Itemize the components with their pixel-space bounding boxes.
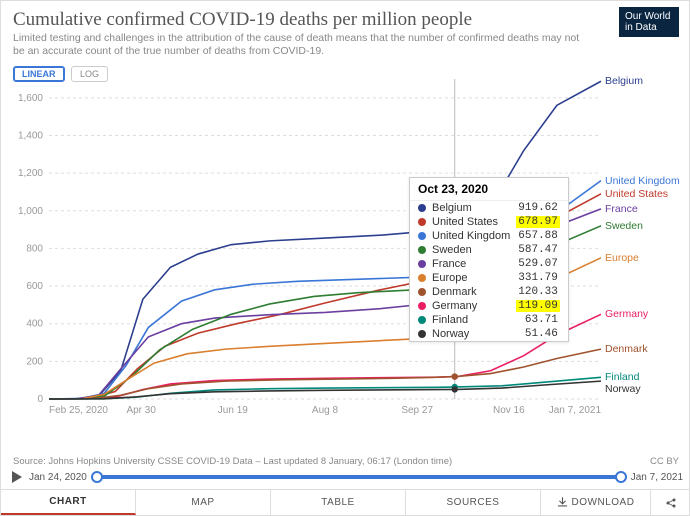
- svg-text:1,200: 1,200: [18, 168, 43, 179]
- svg-text:1,600: 1,600: [18, 93, 43, 104]
- svg-text:400: 400: [26, 319, 43, 330]
- share-icon: [665, 497, 677, 509]
- tooltip-label: United States: [432, 216, 510, 228]
- svg-text:Apr 30: Apr 30: [126, 405, 156, 416]
- tab-download[interactable]: DOWNLOAD: [541, 490, 651, 515]
- tooltip-value: 63.71: [523, 314, 560, 326]
- download-icon: [557, 497, 568, 508]
- time-slider[interactable]: Jan 24, 2020 Jan 7, 2021: [9, 467, 683, 487]
- series-label[interactable]: France: [605, 203, 638, 215]
- tooltip-label: Norway: [432, 328, 517, 340]
- tooltip-value: 331.79: [516, 272, 560, 284]
- owid-logo-line1: Our World: [625, 11, 670, 22]
- tab-share[interactable]: [651, 490, 690, 515]
- tooltip-dot: [418, 302, 426, 310]
- tooltip-dot: [418, 330, 426, 338]
- series-label[interactable]: Denmark: [605, 343, 648, 355]
- tooltip-label: Denmark: [432, 286, 510, 298]
- svg-text:0: 0: [37, 394, 43, 405]
- tooltip-value: 120.33: [516, 286, 560, 298]
- svg-text:Jan 7, 2021: Jan 7, 2021: [549, 405, 602, 416]
- series-label[interactable]: United Kingdom: [605, 175, 680, 187]
- slider-thumb-end[interactable]: [615, 471, 627, 483]
- play-icon[interactable]: [9, 469, 25, 485]
- owid-logo[interactable]: Our World in Data: [619, 7, 679, 37]
- tooltip-dot: [418, 288, 426, 296]
- tooltip-label: France: [432, 258, 510, 270]
- tooltip-row: United States 678.97: [410, 215, 568, 229]
- tooltip-label: Sweden: [432, 244, 510, 256]
- series-label[interactable]: Belgium: [605, 75, 643, 87]
- tooltip-value: 587.47: [516, 244, 560, 256]
- tooltip-row: Belgium 919.62: [410, 201, 568, 215]
- tooltip-row: France 529.07: [410, 257, 568, 271]
- tooltip-value: 919.62: [516, 202, 560, 214]
- tooltip-dot: [418, 246, 426, 254]
- page-title: Cumulative confirmed COVID-19 deaths per…: [13, 9, 677, 31]
- tab-sources[interactable]: SOURCES: [406, 490, 541, 515]
- slider-start-label: Jan 24, 2020: [29, 472, 87, 483]
- tooltip-value: 657.88: [516, 230, 560, 242]
- owid-logo-line2: in Data: [625, 22, 657, 33]
- tooltip-dot: [418, 274, 426, 282]
- tooltip-value: 529.07: [516, 258, 560, 270]
- source-attribution: Source: Johns Hopkins University CSSE CO…: [13, 456, 679, 467]
- slider-end-label: Jan 7, 2021: [631, 472, 683, 483]
- svg-text:Nov 16: Nov 16: [493, 405, 525, 416]
- series-label[interactable]: Europe: [605, 252, 639, 264]
- tab-table[interactable]: TABLE: [271, 490, 406, 515]
- tab-chart[interactable]: CHART: [1, 490, 136, 515]
- svg-text:1,400: 1,400: [18, 130, 43, 141]
- svg-text:1,000: 1,000: [18, 206, 43, 217]
- page-subtitle: Limited testing and challenges in the at…: [13, 32, 583, 58]
- svg-text:Sep 27: Sep 27: [401, 405, 433, 416]
- tooltip-row: Denmark 120.33: [410, 285, 568, 299]
- tooltip-label: Europe: [432, 272, 510, 284]
- hover-point: [452, 373, 458, 379]
- series-line[interactable]: [49, 377, 601, 399]
- tooltip-label: Germany: [432, 300, 510, 312]
- tab-download-label: DOWNLOAD: [572, 497, 635, 508]
- slider-thumb-start[interactable]: [91, 471, 103, 483]
- series-label[interactable]: United States: [605, 188, 668, 200]
- tab-bar: CHART MAP TABLE SOURCES DOWNLOAD: [1, 489, 690, 515]
- source-text[interactable]: Source: Johns Hopkins University CSSE CO…: [13, 456, 452, 467]
- tooltip: Oct 23, 2020 Belgium 919.62 United States 6…: [409, 177, 569, 342]
- chart-area[interactable]: 0 200 400 600 800 1,000 1,200 1,400 1,600 Feb 25,…: [1, 69, 690, 441]
- series-label[interactable]: Finland: [605, 371, 639, 383]
- tooltip-dot: [418, 232, 426, 240]
- tooltip-value: 119.09: [516, 300, 560, 312]
- svg-text:800: 800: [26, 243, 43, 254]
- tooltip-label: Finland: [432, 314, 517, 326]
- svg-text:200: 200: [26, 356, 43, 367]
- series-label[interactable]: Sweden: [605, 220, 643, 232]
- tooltip-dot: [418, 316, 426, 324]
- tooltip-value: 51.46: [523, 328, 560, 340]
- tooltip-label: United Kingdom: [432, 230, 510, 242]
- tooltip-date: Oct 23, 2020: [410, 178, 568, 201]
- tooltip-row: United Kingdom 657.88: [410, 229, 568, 243]
- tooltip-label: Belgium: [432, 202, 510, 214]
- tooltip-row: Germany 119.09: [410, 299, 568, 313]
- tooltip-dot: [418, 260, 426, 268]
- tooltip-row: Europe 331.79: [410, 271, 568, 285]
- tab-map[interactable]: MAP: [136, 490, 271, 515]
- svg-text:Jun 19: Jun 19: [218, 405, 248, 416]
- tooltip-row: Finland 63.71: [410, 313, 568, 327]
- slider-track[interactable]: [93, 475, 625, 479]
- tooltip-value: 678.97: [516, 216, 560, 228]
- hover-point: [452, 386, 458, 392]
- svg-text:600: 600: [26, 281, 43, 292]
- svg-text:Aug 8: Aug 8: [312, 405, 339, 416]
- tooltip-dot: [418, 204, 426, 212]
- tooltip-row: Norway 51.46: [410, 327, 568, 341]
- license-link[interactable]: CC BY: [650, 456, 679, 467]
- series-label[interactable]: Germany: [605, 308, 648, 320]
- tooltip-row: Sweden 587.47: [410, 243, 568, 257]
- tooltip-dot: [418, 218, 426, 226]
- svg-text:Feb 25, 2020: Feb 25, 2020: [49, 405, 108, 416]
- series-label[interactable]: Norway: [605, 383, 641, 395]
